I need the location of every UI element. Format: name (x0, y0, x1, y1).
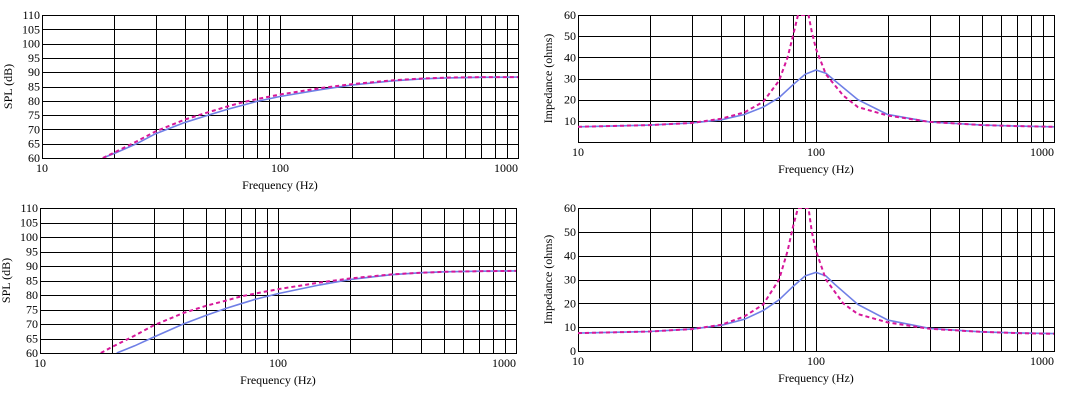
y-tick-label: 60 (28, 151, 40, 165)
grid (42, 15, 518, 158)
y-tick-label: 105 (20, 216, 38, 230)
y-tick-label: 85 (26, 274, 38, 288)
y-axis-label: SPL (dB) (0, 258, 13, 303)
y-tick-label: 50 (564, 29, 576, 43)
y-tick-label: 0 (570, 344, 576, 358)
y-tick-label: 105 (22, 22, 40, 36)
y-tick-label: 95 (28, 51, 40, 65)
y-tick-label: 110 (20, 201, 38, 215)
x-axis-label: Frequency (Hz) (778, 162, 854, 176)
x-tick-label: 100 (269, 356, 287, 370)
series-line-dashed (102, 76, 518, 158)
x-tick-label: 1000 (492, 356, 516, 370)
y-tick-label: 30 (564, 273, 576, 287)
y-tick-label: 70 (28, 122, 40, 136)
y-tick-label: 20 (564, 93, 576, 107)
y-tick-label: 100 (22, 37, 40, 51)
x-axis-label: Frequency (Hz) (242, 178, 318, 192)
x-tick-label: 10 (36, 161, 48, 175)
y-tick-label: 70 (26, 317, 38, 331)
series-line-dashed (100, 269, 516, 353)
y-axis-label: SPL (dB) (1, 64, 15, 109)
y-tick-label: 65 (26, 332, 38, 346)
y-tick-label: 80 (28, 94, 40, 108)
y-tick-label: 100 (20, 230, 38, 244)
x-tick-label: 1000 (1030, 145, 1054, 159)
y-tick-label: 60 (26, 346, 38, 360)
y-tick-label: 85 (28, 80, 40, 94)
x-tick-label: 100 (807, 354, 825, 368)
y-tick-label: 95 (26, 245, 38, 259)
y-tick-label: 80 (26, 288, 38, 302)
x-axis-label: Frequency (Hz) (778, 371, 854, 385)
x-axis-label: Frequency (Hz) (240, 373, 316, 387)
y-tick-label: 65 (28, 137, 40, 151)
y-tick-label: 75 (28, 108, 40, 122)
y-tick-label: 90 (28, 65, 40, 79)
plot-frame (578, 208, 1055, 352)
x-tick-label: 100 (271, 161, 289, 175)
x-tick-label: 10 (572, 145, 584, 159)
x-tick-label: 10 (34, 356, 46, 370)
series-line-dashed (578, 15, 1054, 128)
plot-frame (578, 15, 1055, 143)
x-tick-label: 1000 (494, 161, 518, 175)
plot-frame (40, 208, 517, 354)
series-line-dashed (578, 208, 1054, 335)
plot-frame (42, 15, 519, 159)
y-tick-label: 110 (22, 8, 40, 22)
x-tick-label: 1000 (1030, 354, 1054, 368)
series-line-solid (116, 270, 516, 353)
y-tick-label: 30 (564, 72, 576, 86)
x-tick-label: 100 (807, 145, 825, 159)
y-tick-label: 40 (564, 50, 576, 64)
chart-impedance-top: 10 20 30 40 50 60 10 100 1000 Frequency (Hz) Imped… (541, 8, 1055, 176)
y-tick-label: 20 (564, 296, 576, 310)
y-tick-label: 10 (564, 320, 576, 334)
series-line-solid (578, 271, 1054, 335)
y-tick-label: 10 (564, 114, 576, 128)
y-tick-label: 60 (564, 8, 576, 22)
y-axis-label: Impedance (ohms) (541, 34, 555, 124)
grid (40, 208, 516, 353)
y-tick-label: 40 (564, 249, 576, 263)
grid (578, 15, 1054, 142)
y-axis-label: Impedance (ohms) (541, 235, 555, 325)
y-tick-label: 50 (564, 225, 576, 239)
y-tick-label: 60 (564, 201, 576, 215)
series-line-solid (102, 76, 518, 158)
y-tick-label: 90 (26, 259, 38, 273)
y-tick-label: 75 (26, 303, 38, 317)
x-tick-label: 10 (572, 354, 584, 368)
grid (578, 208, 1054, 351)
